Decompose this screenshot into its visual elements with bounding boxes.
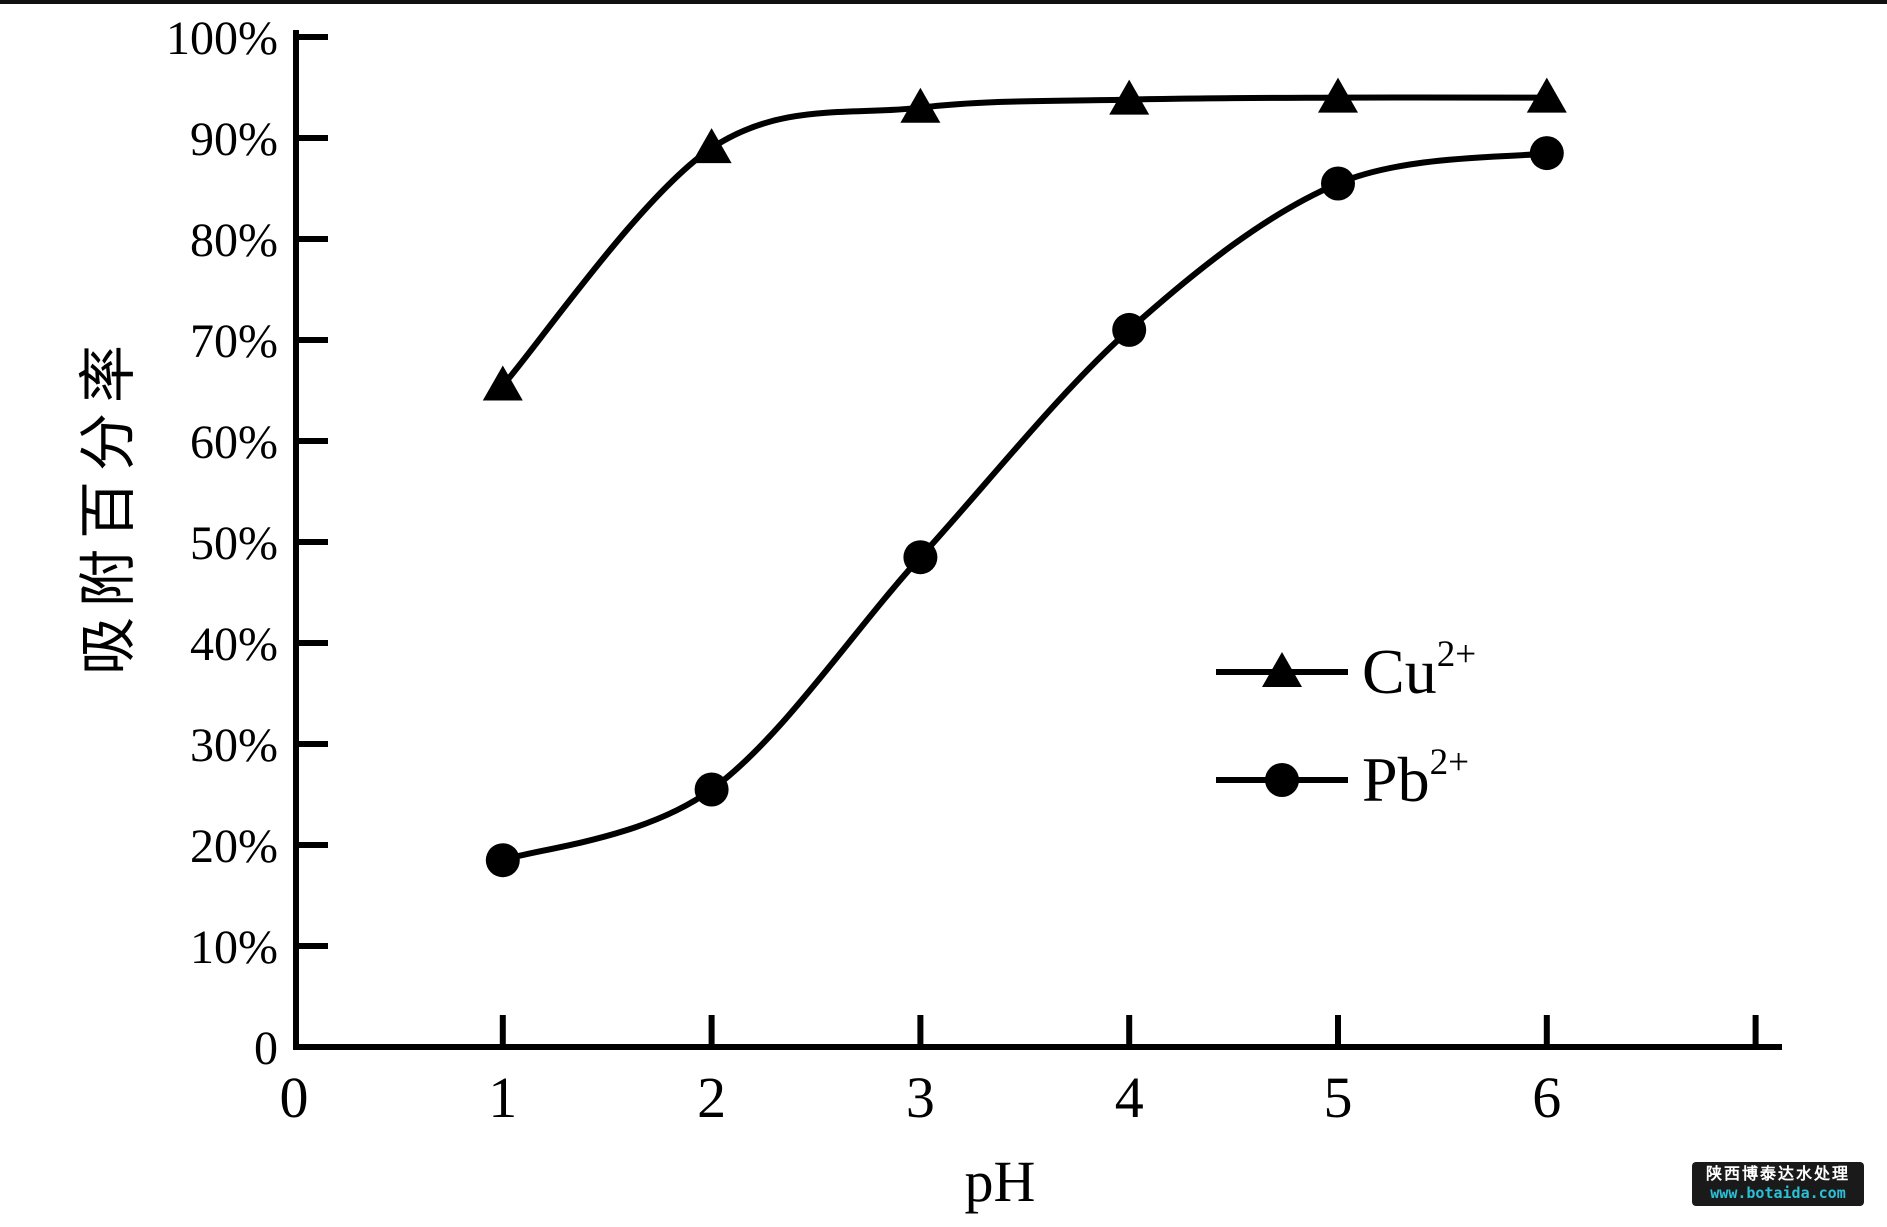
- page-top-border: [0, 0, 1887, 4]
- y-tick-label: 100%: [166, 12, 278, 65]
- y-tick-label: 20%: [190, 820, 278, 873]
- series-marker-Pb2+: [1321, 166, 1355, 201]
- legend-marker-sample: [1265, 763, 1299, 797]
- legend-item-cu: Cu2+: [1212, 636, 1476, 704]
- x-tick-label: 6: [1532, 1065, 1561, 1130]
- legend-item-pb: Pb2+: [1212, 744, 1476, 812]
- y-tick-label: 30%: [190, 719, 278, 772]
- x-tick-label: 3: [906, 1065, 935, 1130]
- watermark-company-name: 陕西博泰达水处理: [1705, 1166, 1850, 1183]
- series-marker-Pb2+: [1529, 136, 1564, 171]
- watermark-url: www.botaida.com: [1710, 1184, 1846, 1203]
- x-tick-label: 5: [1324, 1065, 1353, 1130]
- y-tick-label: 90%: [190, 113, 278, 166]
- series-marker-Cu2+: [1318, 77, 1358, 113]
- y-axis-title: 吸附百分率: [76, 334, 141, 676]
- series-marker-Cu2+: [691, 128, 732, 164]
- series-marker-Pb2+: [694, 772, 729, 807]
- y-tick-label: 80%: [190, 214, 278, 267]
- y-tick-label: 40%: [190, 618, 278, 671]
- x-tick-label: 4: [1115, 1065, 1144, 1130]
- axes-frame: [293, 30, 1782, 1050]
- legend-marker-triangle-icon: [1216, 652, 1348, 687]
- series-marker-Pb2+: [485, 843, 520, 878]
- series-line-Cu2+: [500, 94, 1547, 388]
- legend-marker-sample: [1262, 652, 1302, 687]
- y-tick-label: 60%: [190, 416, 278, 469]
- x-tick-label: 1: [488, 1065, 517, 1130]
- series-marker-Cu2+: [482, 365, 523, 401]
- series-marker-Cu2+: [1526, 77, 1567, 113]
- y-tick-label: 0: [254, 1022, 278, 1075]
- series-marker-Pb2+: [903, 540, 938, 575]
- y-tick-label: 50%: [190, 517, 278, 570]
- legend-marker-circle-icon: [1216, 763, 1348, 797]
- x-tick-label: 0: [280, 1065, 309, 1130]
- series-marker-Cu2+: [1109, 79, 1150, 115]
- watermark-badge: 陕西博泰达水处理 www.botaida.com: [1692, 1162, 1864, 1207]
- y-tick-label: 70%: [190, 315, 278, 368]
- legend-label-cu: Cu2+: [1362, 634, 1477, 707]
- x-axis-title: pH: [964, 1149, 1036, 1214]
- y-tick-label: 10%: [190, 921, 278, 974]
- x-tick-label: 2: [697, 1065, 726, 1130]
- legend-label-pb: Pb2+: [1362, 742, 1470, 815]
- series-marker-Cu2+: [900, 87, 941, 123]
- chart-legend: Cu2+ Pb2+: [1212, 636, 1476, 862]
- series-marker-Pb2+: [1112, 312, 1147, 347]
